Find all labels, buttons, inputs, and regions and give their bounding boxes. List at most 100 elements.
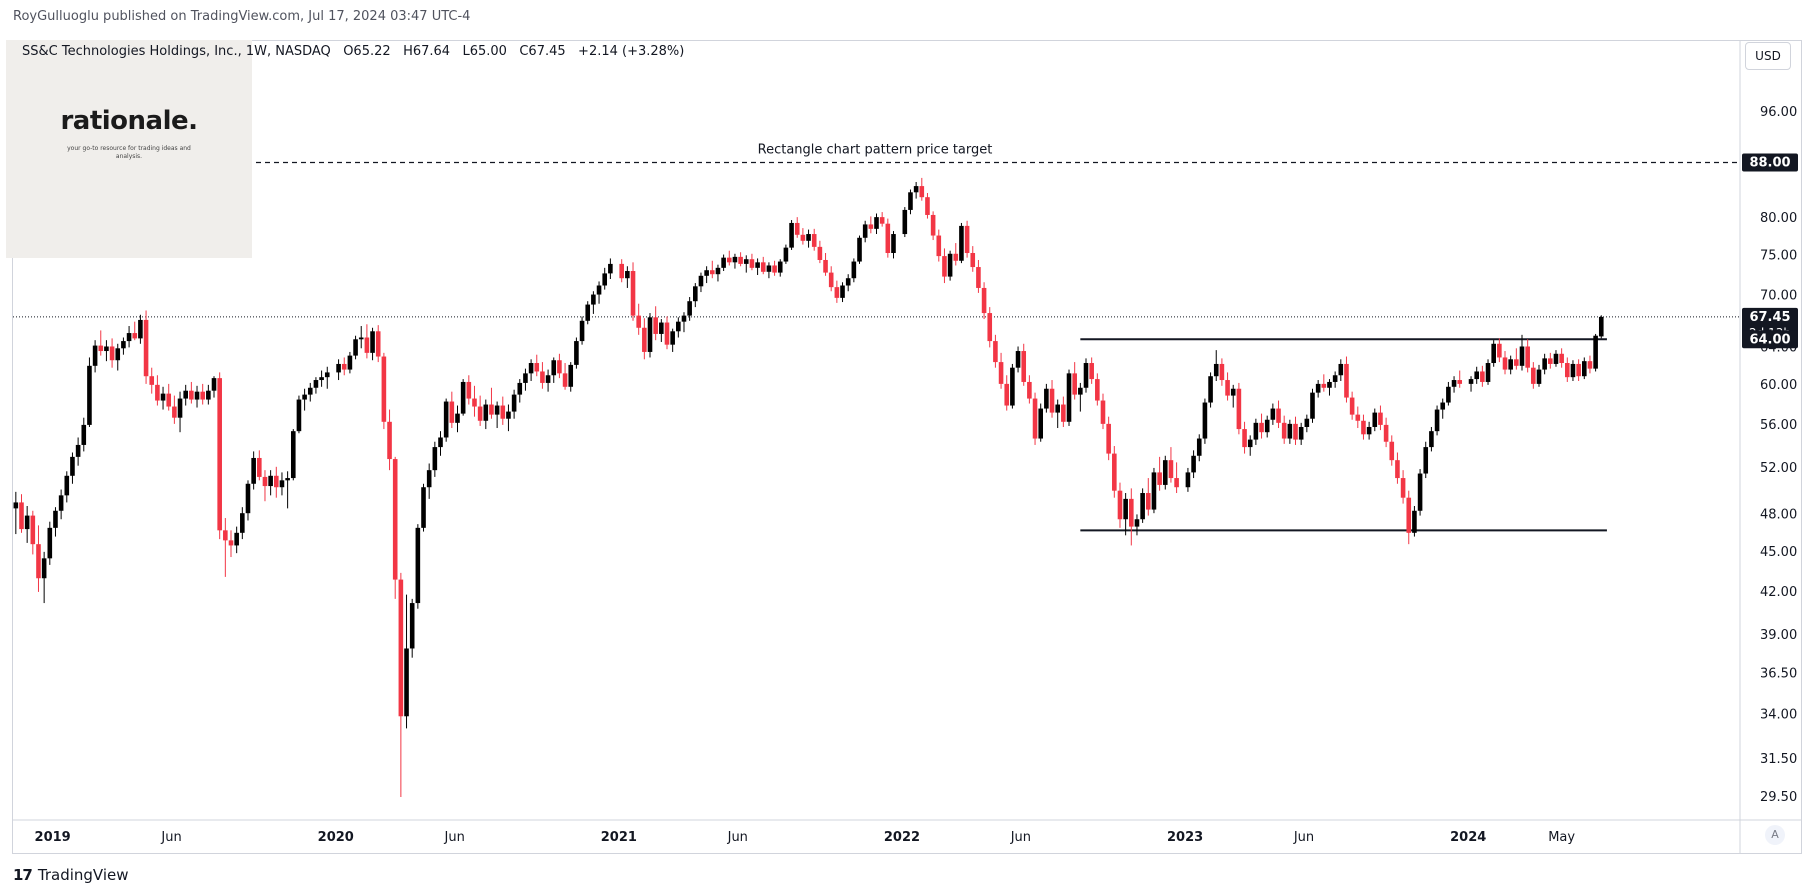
candle-body — [1480, 371, 1485, 382]
candle — [1089, 357, 1094, 384]
candle-body — [664, 322, 670, 345]
candle — [13, 491, 19, 535]
candle-body — [1474, 371, 1480, 380]
candle — [443, 398, 449, 442]
candle — [789, 220, 794, 250]
candle-body — [738, 256, 743, 264]
candle — [489, 387, 494, 419]
candle-body — [557, 360, 562, 374]
chart-frame — [12, 40, 1802, 854]
candle — [223, 518, 228, 577]
candle — [262, 470, 268, 502]
candle — [630, 262, 636, 321]
candle — [953, 243, 959, 266]
y-tick-label: 39.00 — [1760, 628, 1797, 643]
candle — [1548, 352, 1553, 369]
candle — [1044, 383, 1049, 413]
candle-body — [1497, 343, 1502, 358]
candle — [126, 326, 132, 348]
candle — [206, 384, 211, 405]
candle-body — [1072, 373, 1077, 395]
candle — [1553, 350, 1559, 367]
candle — [534, 354, 540, 377]
candle — [981, 282, 987, 320]
x-tick-label: 2024 — [1450, 830, 1486, 845]
candle-body — [596, 285, 602, 295]
candle — [1134, 514, 1140, 536]
candle — [1083, 358, 1089, 393]
candle — [1378, 405, 1383, 431]
candle — [709, 260, 715, 279]
y-tick-label: 56.00 — [1760, 418, 1797, 433]
candle-body — [540, 371, 545, 383]
candle-body — [1332, 375, 1338, 382]
candle — [279, 472, 285, 496]
candle — [1321, 374, 1327, 392]
candle — [421, 483, 426, 532]
candle-body — [353, 339, 358, 356]
candle — [115, 343, 121, 371]
candle-body — [466, 381, 472, 399]
candle — [1100, 393, 1106, 430]
candle-body — [885, 223, 891, 254]
candle — [1485, 359, 1491, 385]
y-tick-label: 80.00 — [1760, 211, 1797, 226]
candle-body — [653, 317, 658, 334]
candle-body — [608, 263, 613, 274]
candle — [1440, 398, 1446, 419]
candle — [307, 382, 313, 402]
candle-body — [625, 271, 630, 279]
candle — [1247, 435, 1253, 456]
candle-body — [1304, 418, 1310, 427]
candle — [1395, 452, 1400, 484]
candle — [862, 220, 868, 243]
candle — [1066, 369, 1072, 426]
candle — [58, 489, 64, 520]
candle-body — [647, 317, 653, 352]
candle-body — [1208, 376, 1213, 403]
currency-button[interactable]: USD — [1745, 42, 1791, 70]
candle — [426, 463, 432, 499]
candle — [1542, 353, 1547, 375]
candle — [1361, 414, 1366, 440]
ohlc-close: C67.45 — [519, 44, 566, 59]
candle-body — [1219, 363, 1225, 381]
candle-body — [1514, 359, 1519, 366]
logo-subtitle: your go-to resource for trading ideas an… — [67, 145, 191, 160]
candle-body — [1446, 386, 1451, 403]
candle-body — [1174, 478, 1179, 488]
candle-body — [1315, 383, 1321, 393]
candle-body — [415, 527, 421, 604]
candle — [70, 452, 75, 484]
candle-body — [268, 475, 273, 487]
candle — [19, 494, 24, 533]
candle — [1423, 441, 1429, 479]
y-tick-label: 45.00 — [1760, 545, 1797, 560]
candle-body — [868, 224, 874, 229]
candle-body — [273, 475, 279, 488]
candle — [959, 222, 964, 264]
candle — [1055, 399, 1060, 429]
candle-body — [296, 399, 302, 432]
candle-body — [636, 315, 641, 328]
candle — [24, 505, 30, 543]
candle — [449, 391, 455, 429]
candle — [313, 377, 319, 394]
candle-body — [1565, 363, 1570, 378]
candle-body — [585, 304, 591, 321]
candle — [636, 303, 641, 335]
candle-body — [709, 270, 715, 275]
candle — [483, 399, 489, 430]
candle-body — [1338, 363, 1344, 376]
candle-body — [619, 263, 624, 279]
candle — [1264, 415, 1270, 438]
candle-body — [341, 363, 347, 370]
candle — [398, 572, 404, 797]
candle — [1383, 417, 1389, 448]
candle — [681, 312, 687, 333]
candle-body — [670, 331, 675, 345]
auto-scale-button[interactable]: A — [1765, 825, 1785, 845]
candle-body — [755, 262, 760, 268]
candle — [160, 386, 166, 410]
